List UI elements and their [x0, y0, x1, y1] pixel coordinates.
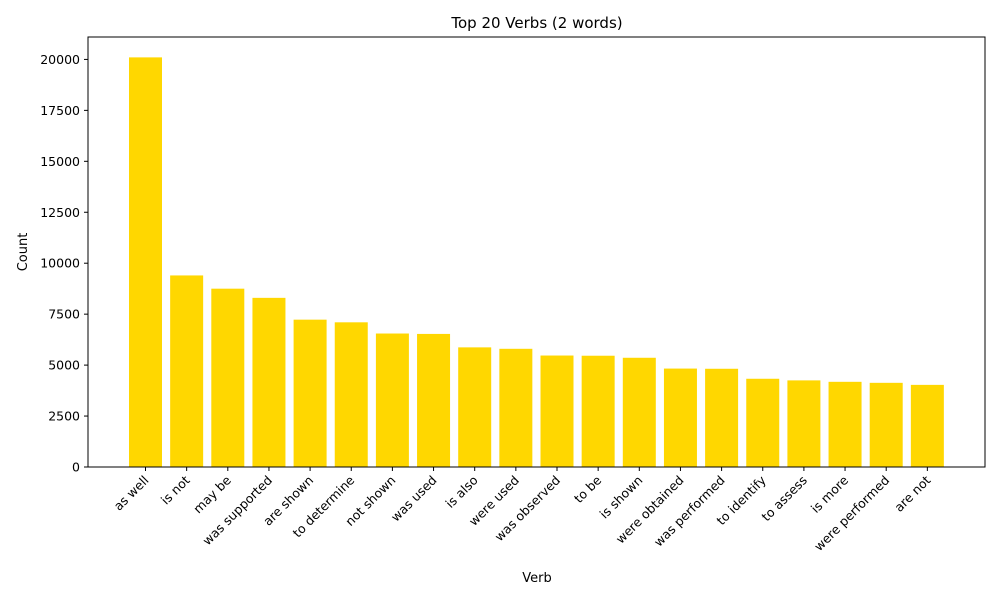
chart-title: Top 20 Verbs (2 words)	[450, 14, 622, 32]
plot-frame	[87, 36, 986, 468]
bar-are-not	[910, 384, 944, 467]
bar-was-used	[417, 333, 451, 467]
bars-group	[129, 57, 944, 467]
bar-was-observed	[540, 355, 574, 467]
bar-was-performed	[705, 368, 739, 467]
bar-may-be	[211, 288, 245, 467]
y-axis-label: Count	[16, 233, 31, 272]
x-tick-label: were performed	[811, 473, 892, 554]
bar-to-identify	[746, 378, 780, 467]
bar-to-be	[581, 355, 615, 467]
y-axis: 0 2500 5000 7500 10000 12500 15000 17500 20000	[40, 52, 88, 475]
bar-is-more	[828, 381, 862, 467]
x-tick-label: was performed	[651, 473, 728, 550]
bar-are-shown	[293, 319, 327, 467]
y-tick-label: 10000	[40, 256, 80, 271]
bar-is-not	[170, 275, 204, 467]
x-tick-label: is also	[442, 473, 480, 511]
y-tick-label: 17500	[40, 103, 80, 118]
bar-to-determine	[334, 322, 368, 467]
x-tick-label: to assess	[758, 473, 810, 525]
x-tick-label: are not	[891, 472, 933, 514]
bar-to-assess	[787, 380, 821, 467]
bar-as-well	[129, 57, 162, 467]
bar-not-shown	[375, 333, 409, 467]
bar-were-obtained	[663, 368, 697, 467]
y-tick-label: 0	[72, 460, 80, 475]
bar-is-also	[458, 347, 492, 467]
y-tick-label: 2500	[48, 409, 80, 424]
x-tick-label: is not	[158, 472, 193, 507]
y-tick-label: 20000	[40, 52, 80, 67]
x-axis-label: Verb	[522, 571, 551, 586]
y-tick-label: 7500	[48, 307, 80, 322]
y-tick-label: 5000	[48, 358, 80, 373]
x-tick-label: to be	[571, 472, 605, 506]
bar-is-shown	[622, 357, 656, 467]
bar-was-supported	[252, 297, 286, 467]
y-tick-label: 15000	[40, 154, 80, 169]
bar-were-used	[499, 348, 533, 467]
y-tick-label: 12500	[40, 205, 80, 220]
x-tick-label: as well	[111, 473, 152, 514]
bar-were-performed	[869, 382, 903, 467]
